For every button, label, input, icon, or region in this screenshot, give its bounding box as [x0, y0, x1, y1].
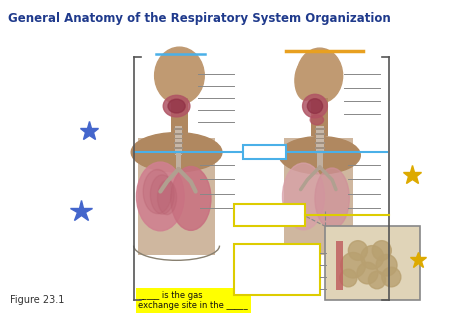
- Bar: [317, 150, 323, 170]
- Bar: [315, 152, 325, 154]
- Ellipse shape: [163, 95, 190, 117]
- Bar: [284, 138, 353, 255]
- Ellipse shape: [295, 61, 316, 100]
- Bar: [311, 98, 328, 136]
- Ellipse shape: [279, 137, 360, 174]
- Bar: [243, 145, 286, 159]
- Circle shape: [361, 246, 383, 269]
- Bar: [325, 226, 420, 300]
- Ellipse shape: [283, 163, 325, 230]
- Bar: [315, 147, 325, 149]
- Bar: [316, 126, 324, 153]
- Ellipse shape: [310, 115, 324, 125]
- Ellipse shape: [307, 99, 323, 113]
- Ellipse shape: [137, 162, 184, 231]
- Bar: [336, 241, 343, 290]
- Bar: [138, 138, 215, 255]
- Circle shape: [382, 267, 401, 287]
- Ellipse shape: [302, 94, 328, 118]
- Bar: [234, 204, 305, 226]
- Circle shape: [340, 269, 357, 287]
- Bar: [315, 138, 325, 139]
- Ellipse shape: [155, 47, 204, 104]
- Bar: [175, 152, 182, 172]
- Bar: [174, 126, 182, 155]
- Bar: [315, 133, 325, 135]
- Bar: [173, 147, 183, 149]
- Text: General Anatomy of the Respiratory System Organization: General Anatomy of the Respiratory Syste…: [8, 12, 391, 25]
- Bar: [173, 152, 183, 154]
- Ellipse shape: [157, 180, 177, 215]
- Circle shape: [372, 241, 392, 260]
- Ellipse shape: [315, 168, 349, 229]
- Circle shape: [341, 252, 365, 278]
- Text: Figure 23.1: Figure 23.1: [9, 295, 64, 305]
- Bar: [315, 143, 325, 144]
- Bar: [173, 143, 183, 144]
- Circle shape: [357, 262, 378, 284]
- Ellipse shape: [297, 48, 343, 103]
- Ellipse shape: [143, 170, 172, 214]
- Bar: [171, 98, 188, 133]
- Circle shape: [376, 254, 397, 276]
- Circle shape: [348, 241, 367, 260]
- Bar: [173, 133, 183, 135]
- Bar: [173, 128, 183, 130]
- Ellipse shape: [171, 166, 211, 230]
- Bar: [315, 128, 325, 130]
- Circle shape: [368, 271, 385, 289]
- Ellipse shape: [150, 175, 174, 214]
- Text: _____ is the gas
exchange site in the _____: _____ is the gas exchange site in the __…: [138, 291, 248, 310]
- Bar: [234, 244, 320, 295]
- Ellipse shape: [168, 99, 185, 113]
- Ellipse shape: [131, 133, 222, 172]
- Bar: [173, 138, 183, 139]
